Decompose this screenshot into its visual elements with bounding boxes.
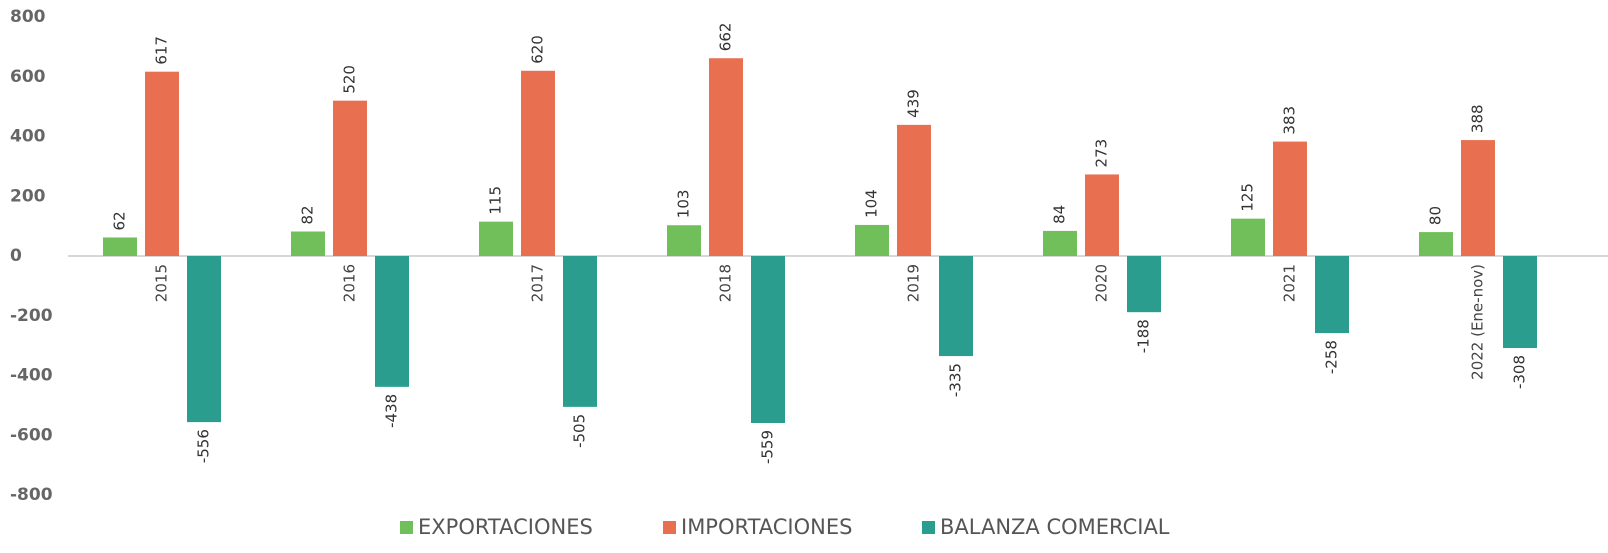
- legend-swatch: [922, 521, 935, 534]
- x-tick-label: 2022 (Ene-nov): [1469, 264, 1487, 380]
- x-tick-label: 2021: [1281, 264, 1299, 302]
- y-tick-label: -400: [10, 366, 53, 386]
- bar: [103, 237, 137, 256]
- bar: [1503, 256, 1537, 349]
- bar: [897, 124, 931, 256]
- x-tick-label: 2020: [1093, 264, 1111, 302]
- y-tick-label: -200: [10, 306, 53, 326]
- y-tick-label: 800: [10, 7, 46, 27]
- value-label: 84: [1051, 205, 1069, 224]
- bar: [1315, 256, 1349, 334]
- value-label: 383: [1281, 106, 1299, 135]
- value-label: -308: [1511, 355, 1529, 389]
- bar: [1273, 141, 1307, 256]
- bar: [1419, 232, 1453, 256]
- bar: [751, 256, 785, 424]
- bar: [145, 71, 179, 256]
- value-label: -438: [383, 394, 401, 428]
- bar: [375, 256, 409, 387]
- y-tick-label: 600: [10, 67, 46, 87]
- y-tick-label: -600: [10, 425, 53, 445]
- legend-label: IMPORTACIONES: [681, 515, 852, 539]
- bar: [333, 100, 367, 257]
- value-label: 439: [905, 89, 923, 118]
- bar: [187, 256, 221, 423]
- value-label: 62: [111, 211, 129, 230]
- x-tick-label: 2015: [153, 264, 171, 302]
- y-tick-label: 200: [10, 186, 46, 206]
- x-tick-label: 2018: [717, 264, 735, 302]
- legend-swatch: [400, 521, 413, 534]
- value-label: 104: [863, 189, 881, 218]
- bar: [939, 256, 973, 357]
- bar: [1043, 230, 1077, 256]
- bar: [1461, 140, 1495, 256]
- bar: [855, 224, 889, 256]
- value-label: 80: [1427, 206, 1445, 225]
- x-tick-label: 2017: [529, 264, 547, 302]
- value-label: 520: [341, 65, 359, 94]
- value-label: -335: [947, 363, 965, 397]
- value-label: 125: [1239, 183, 1257, 212]
- value-label: -188: [1135, 319, 1153, 353]
- value-label: 620: [529, 35, 547, 64]
- bar: [1127, 256, 1161, 313]
- bar: [521, 70, 555, 257]
- y-tick-label: -800: [10, 485, 53, 505]
- value-label: 662: [717, 23, 735, 52]
- value-label: 388: [1469, 104, 1487, 133]
- y-tick-label: 0: [10, 246, 22, 266]
- bar: [1085, 174, 1119, 256]
- legend-swatch: [663, 521, 676, 534]
- value-label: -505: [571, 414, 589, 448]
- value-label: -559: [759, 430, 777, 464]
- x-tick-label: 2016: [341, 264, 359, 302]
- value-label: -258: [1323, 340, 1341, 374]
- y-tick-label: 400: [10, 127, 46, 147]
- bar: [479, 221, 513, 256]
- bar: [667, 225, 701, 256]
- value-label: -556: [195, 429, 213, 463]
- value-label: 273: [1093, 139, 1111, 168]
- value-label: 82: [299, 205, 317, 224]
- legend-label: EXPORTACIONES: [418, 515, 593, 539]
- legend-label: BALANZA COMERCIAL: [940, 515, 1170, 539]
- value-label: 115: [487, 186, 505, 215]
- bar: [1231, 218, 1265, 256]
- x-tick-label: 2019: [905, 264, 923, 302]
- value-label: 103: [675, 190, 693, 219]
- bar: [709, 58, 743, 256]
- bar: [563, 256, 597, 407]
- bar: [291, 231, 325, 256]
- value-label: 617: [153, 36, 171, 65]
